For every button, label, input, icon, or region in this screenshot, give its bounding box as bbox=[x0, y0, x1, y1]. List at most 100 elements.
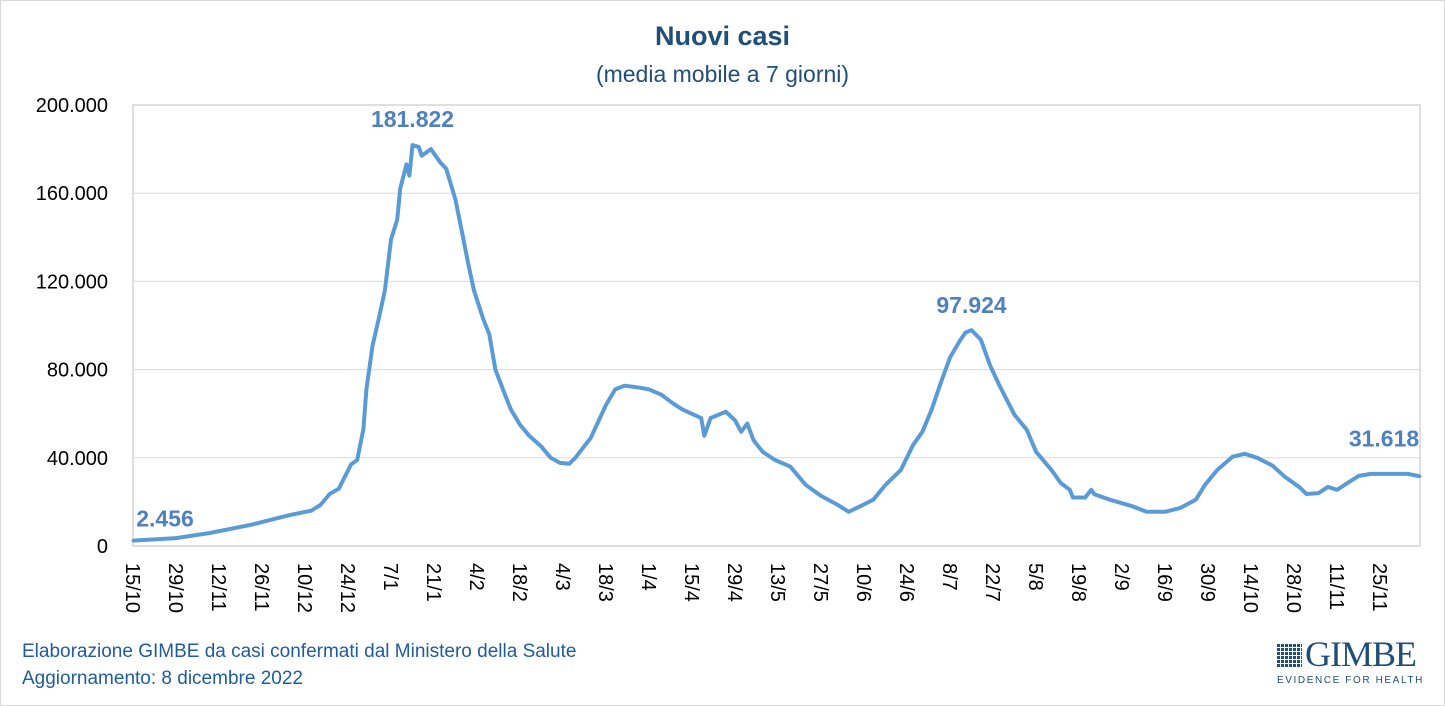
data-point bbox=[337, 487, 341, 491]
data-point bbox=[819, 494, 823, 498]
data-point bbox=[1108, 498, 1112, 502]
x-tick-label: 13/5 bbox=[766, 563, 788, 602]
data-point bbox=[751, 438, 755, 442]
data-point bbox=[309, 509, 313, 513]
x-tick-label: 4/2 bbox=[465, 563, 487, 591]
chart-subtitle: (media mobile a 7 giorni) bbox=[595, 61, 850, 87]
y-tick-label: 0 bbox=[97, 536, 108, 558]
x-tick-label: 29/4 bbox=[723, 563, 745, 602]
data-point bbox=[733, 418, 737, 422]
x-tick-label: 7/1 bbox=[379, 563, 401, 591]
data-point bbox=[622, 384, 626, 388]
data-point bbox=[1418, 474, 1422, 478]
data-point bbox=[1304, 492, 1308, 496]
x-tick-label: 18/2 bbox=[508, 563, 530, 602]
data-point bbox=[963, 331, 967, 335]
data-point bbox=[1215, 468, 1219, 472]
data-point bbox=[884, 483, 888, 487]
data-point bbox=[1255, 456, 1259, 460]
x-tick-label: 14/10 bbox=[1239, 563, 1261, 613]
data-point bbox=[1089, 488, 1093, 492]
data-point bbox=[1357, 474, 1361, 478]
data-point bbox=[761, 450, 765, 454]
data-point bbox=[1059, 481, 1063, 485]
data-point bbox=[681, 408, 685, 412]
logo-wordmark: GIMBE bbox=[1305, 634, 1417, 674]
data-point bbox=[745, 422, 749, 426]
data-point bbox=[248, 523, 252, 527]
data-point bbox=[672, 402, 676, 406]
data-point bbox=[773, 458, 777, 462]
data-point bbox=[429, 147, 433, 151]
x-tick-label: 25/11 bbox=[1368, 563, 1390, 612]
data-point bbox=[472, 288, 476, 292]
data-point bbox=[420, 154, 424, 158]
data-point bbox=[1271, 464, 1275, 468]
footer-source: Elaborazione GIMBE da casi confermati da… bbox=[22, 641, 577, 662]
data-point bbox=[1178, 506, 1182, 510]
x-tick-label: 15/10 bbox=[121, 563, 143, 613]
data-point bbox=[604, 403, 608, 407]
data-point bbox=[899, 468, 903, 472]
data-point bbox=[739, 430, 743, 434]
data-point bbox=[1071, 495, 1075, 499]
data-point bbox=[1283, 475, 1287, 479]
data-point bbox=[389, 238, 393, 242]
data-point bbox=[979, 338, 983, 342]
x-tick-label: 10/6 bbox=[852, 563, 874, 602]
data-point bbox=[349, 462, 353, 466]
data-point bbox=[411, 143, 415, 147]
data-point bbox=[208, 531, 212, 535]
y-tick-label: 120.000 bbox=[36, 271, 108, 293]
data-point bbox=[527, 434, 531, 438]
data-point bbox=[364, 387, 368, 391]
data-label: 2.456 bbox=[136, 506, 194, 532]
data-point bbox=[1013, 413, 1017, 417]
x-tick-label: 4/3 bbox=[551, 563, 573, 591]
footer-updated: Aggiornamento: 8 dicembre 2022 bbox=[22, 668, 303, 689]
data-point bbox=[1369, 472, 1373, 476]
x-tick-label: 21/1 bbox=[422, 563, 444, 602]
data-point bbox=[1068, 488, 1072, 492]
x-tick-label: 28/10 bbox=[1282, 563, 1304, 613]
data-point bbox=[1387, 472, 1391, 476]
data-point bbox=[549, 456, 553, 460]
x-tick-label: 10/12 bbox=[293, 563, 315, 613]
data-point bbox=[1335, 488, 1339, 492]
data-label: 181.822 bbox=[371, 106, 454, 132]
x-tick-label: 1/4 bbox=[637, 563, 659, 591]
x-tick-label: 8/7 bbox=[938, 563, 960, 591]
data-point bbox=[1406, 472, 1410, 476]
data-point bbox=[702, 434, 706, 438]
data-point bbox=[1344, 482, 1348, 486]
x-tick-label: 2/9 bbox=[1110, 563, 1132, 591]
y-tick-label: 160.000 bbox=[36, 183, 108, 205]
chart-title: Nuovi casi bbox=[654, 21, 791, 51]
data-point bbox=[540, 445, 544, 449]
data-point bbox=[834, 502, 838, 506]
data-point bbox=[997, 383, 1001, 387]
data-point bbox=[920, 430, 924, 434]
data-point bbox=[871, 498, 875, 502]
data-point bbox=[318, 503, 322, 507]
data-point bbox=[377, 317, 381, 321]
data-point bbox=[939, 381, 943, 385]
data-point bbox=[638, 386, 642, 390]
data-point bbox=[444, 167, 448, 171]
data-point bbox=[493, 368, 497, 372]
data-point bbox=[647, 387, 651, 391]
data-point bbox=[988, 363, 992, 367]
data-point bbox=[404, 163, 408, 167]
data-point bbox=[708, 416, 712, 420]
x-tick-label: 26/11 bbox=[250, 563, 272, 612]
x-tick-label: 11/11 bbox=[1325, 563, 1347, 610]
data-point bbox=[1049, 468, 1053, 472]
data-point bbox=[454, 198, 458, 202]
data-point bbox=[466, 260, 470, 264]
data-label: 31.618 bbox=[1349, 425, 1420, 451]
x-tick-label: 18/3 bbox=[594, 563, 616, 602]
data-point bbox=[804, 483, 808, 487]
data-point bbox=[1092, 492, 1096, 496]
data-point bbox=[930, 408, 934, 412]
